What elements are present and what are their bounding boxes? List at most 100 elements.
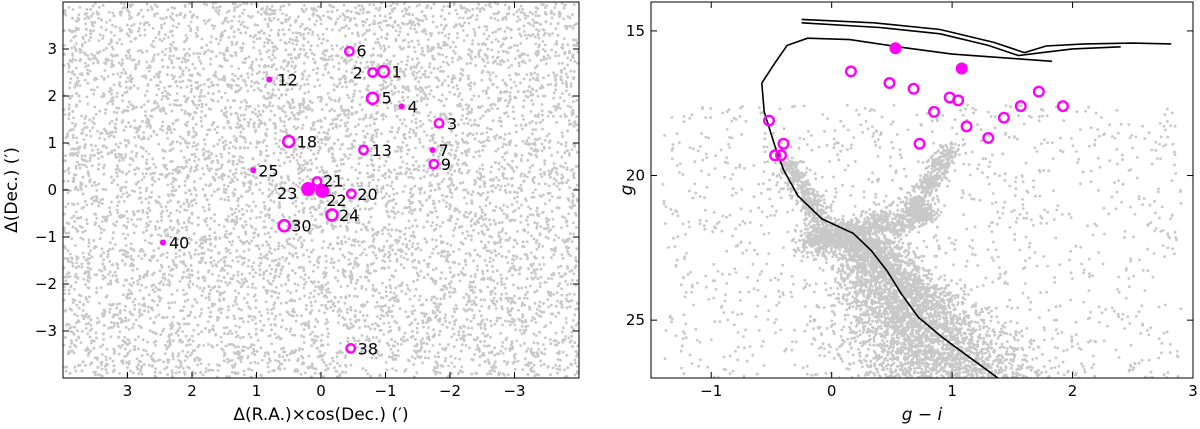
background-star: [108, 270, 112, 274]
background-star: [393, 238, 397, 242]
background-star: [534, 14, 538, 18]
background-star: [463, 196, 466, 200]
background-star: [543, 139, 547, 142]
background-star: [130, 218, 134, 222]
background-star: [293, 271, 297, 275]
background-star: [491, 368, 494, 372]
background-star: [539, 267, 543, 271]
background-star: [363, 248, 366, 251]
background-star: [81, 35, 85, 39]
background-star: [237, 20, 241, 23]
background-star: [480, 104, 484, 108]
background-star: [124, 185, 128, 189]
background-star: [282, 4, 286, 8]
background-star: [273, 317, 277, 321]
background-star: [373, 14, 377, 18]
background-star: [144, 161, 148, 165]
background-star: [257, 30, 260, 34]
background-star: [463, 334, 467, 337]
background-star: [84, 61, 87, 65]
background-star: [128, 296, 132, 300]
background-star: [361, 70, 365, 74]
background-star: [195, 356, 199, 360]
background-star: [120, 213, 123, 217]
background-star: [115, 91, 119, 95]
background-star: [174, 371, 178, 375]
background-star: [415, 371, 419, 375]
background-star: [361, 11, 365, 15]
background-star: [192, 129, 196, 133]
background-star: [366, 85, 370, 88]
background-star: [201, 373, 205, 377]
background-star: [452, 250, 456, 254]
background-star: [137, 180, 141, 184]
background-star: [171, 371, 174, 375]
background-star: [406, 85, 410, 89]
background-star: [439, 15, 443, 18]
background-star: [422, 97, 426, 101]
background-star: [241, 160, 245, 164]
background-star: [243, 296, 246, 300]
background-star: [206, 237, 210, 241]
background-star: [518, 18, 522, 22]
background-star: [265, 269, 268, 273]
background-star: [535, 209, 539, 213]
background-star: [363, 76, 366, 80]
background-star: [348, 153, 352, 157]
background-star: [141, 338, 145, 341]
background-star: [207, 150, 211, 154]
background-star: [231, 2, 235, 6]
background-star: [133, 297, 137, 301]
background-star: [325, 318, 328, 321]
background-star: [263, 41, 267, 44]
background-star: [238, 281, 242, 285]
background-star: [298, 104, 301, 108]
background-star: [390, 356, 394, 359]
background-star: [466, 326, 470, 330]
background-star: [397, 127, 400, 131]
background-star: [404, 137, 407, 141]
background-star: [210, 98, 213, 101]
background-star: [168, 103, 172, 107]
background-star: [500, 165, 504, 169]
background-star: [355, 110, 359, 114]
background-star: [283, 367, 287, 371]
background-star: [461, 334, 465, 338]
background-star: [301, 147, 305, 150]
background-star: [495, 269, 499, 273]
background-star: [512, 170, 516, 173]
background-star: [113, 243, 117, 246]
background-star: [554, 331, 558, 335]
background-star: [425, 240, 429, 244]
background-star: [530, 234, 533, 238]
background-star: [224, 280, 228, 284]
background-star: [112, 110, 116, 114]
background-star: [574, 38, 578, 42]
background-star: [497, 221, 501, 225]
background-star: [357, 162, 361, 166]
background-star: [437, 333, 441, 337]
background-star: [528, 170, 531, 174]
background-star: [211, 264, 215, 268]
background-star: [118, 330, 122, 334]
background-star: [309, 48, 312, 52]
background-star: [378, 14, 382, 17]
background-star: [461, 343, 464, 347]
background-star: [414, 146, 417, 150]
background-star: [549, 303, 553, 307]
background-star: [245, 209, 249, 213]
background-star: [535, 224, 539, 228]
background-star: [291, 31, 295, 35]
background-star: [310, 51, 314, 55]
background-star: [543, 352, 547, 356]
background-star: [272, 16, 276, 20]
background-star: [234, 330, 238, 334]
background-star: [442, 60, 445, 64]
background-star: [329, 261, 333, 265]
background-star: [265, 127, 269, 131]
background-star: [244, 223, 248, 227]
background-star: [519, 42, 523, 45]
background-star: [240, 171, 243, 175]
background-star: [183, 13, 187, 17]
background-star: [468, 280, 472, 284]
